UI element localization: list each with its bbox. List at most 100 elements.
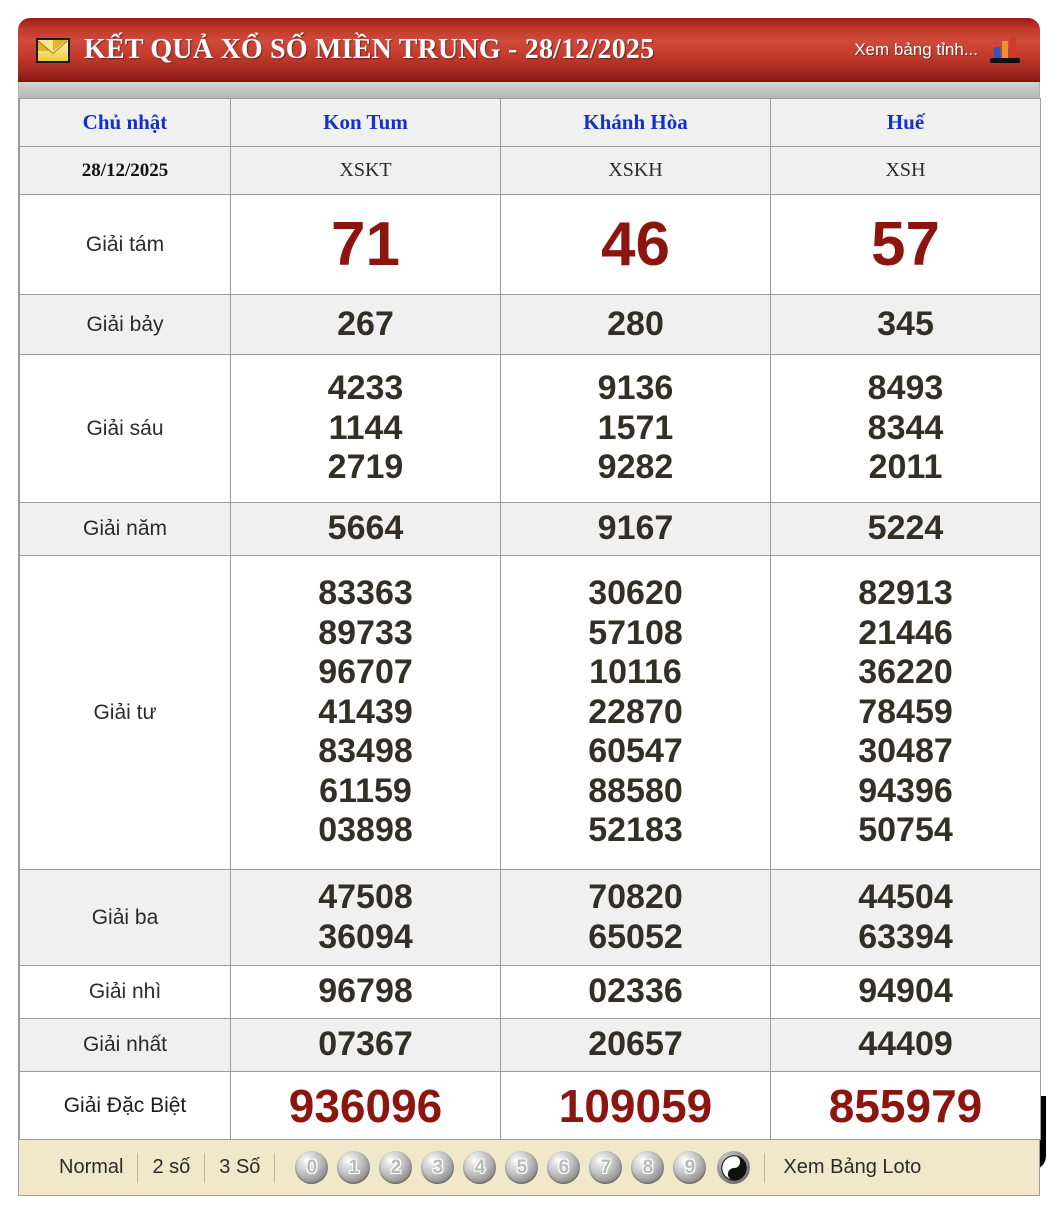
mode-normal-button[interactable]: Normal	[59, 1156, 124, 1178]
province-header-row: Chủ nhật Kon Tum Khánh Hòa Huế	[19, 98, 1041, 147]
digit-ball-4[interactable]: 4	[463, 1151, 497, 1184]
prize-values: 46	[501, 213, 770, 276]
prize-number: 07367	[318, 1025, 413, 1064]
prize-number: 1144	[328, 408, 403, 447]
toolbar-separator	[274, 1152, 276, 1183]
toolbar-separator	[204, 1152, 206, 1183]
prize-number: 94396	[858, 771, 953, 810]
prize-values: 4233 1144 2719	[231, 369, 500, 487]
page-title: KẾT QUẢ XỔ SỐ MIỀN TRUNG - 28/12/2025	[84, 34, 655, 65]
prize-values: 855979	[771, 1083, 1040, 1129]
view-loto-table-link[interactable]: Xem Bảng Loto	[783, 1156, 922, 1178]
prize-number: 44409	[858, 1025, 953, 1064]
prize-number: 20657	[588, 1025, 683, 1064]
prize-values: 30620 57108 10116 22870 60547 88580 52183	[501, 574, 770, 850]
province-code-1: XSKH	[500, 146, 771, 195]
prize-number: 8344	[867, 408, 944, 447]
prize-row: Giải bảy 267 280 345	[19, 294, 1041, 355]
prize-number: 41439	[318, 692, 413, 731]
prize-values: 267	[231, 305, 500, 344]
prize-row: Giải tám 71 46 57	[19, 194, 1041, 295]
province-code-0: XSKT	[230, 146, 501, 195]
prize-number: 96798	[318, 972, 413, 1011]
prize-number: 83363	[318, 574, 413, 613]
prize-number: 03898	[318, 811, 413, 850]
header-divider-strip	[18, 82, 1040, 98]
prize-number: 8493	[867, 369, 944, 408]
prize-number: 4233	[327, 369, 404, 408]
digit-ball-3[interactable]: 3	[421, 1151, 455, 1184]
digit-filter-balls: 0 1 2 3 4 5 6 7 8 9	[275, 1151, 764, 1184]
province-name-0[interactable]: Kon Tum	[230, 98, 501, 147]
prize-number: 36220	[858, 653, 953, 692]
prize-number: 71	[331, 209, 400, 279]
prize-number: 9282	[597, 448, 674, 487]
digit-ball-7[interactable]: 7	[589, 1151, 623, 1184]
results-table-body: Chủ nhật Kon Tum Khánh Hòa Huế 28/12/202…	[19, 98, 1041, 1140]
prize-number: 2011	[868, 448, 943, 487]
prize-number: 5664	[327, 509, 404, 548]
prize-values: 280	[501, 305, 770, 344]
mode-2so-button[interactable]: 2 số	[152, 1156, 191, 1178]
bar-chart-icon[interactable]	[988, 35, 1022, 65]
digit-ball-2[interactable]: 2	[379, 1151, 413, 1184]
draw-date: 28/12/2025	[19, 146, 231, 195]
prize-number: 89733	[318, 613, 413, 652]
prize-label: Giải bảy	[19, 294, 231, 355]
prize-values: 345	[771, 305, 1040, 344]
view-province-table-link[interactable]: Xem bảng tỉnh...	[854, 40, 978, 59]
widget-frame: KẾT QUẢ XỔ SỐ MIỀN TRUNG - 28/12/2025 Xe…	[18, 18, 1046, 1196]
prize-number: 10116	[589, 653, 682, 692]
prize-number: 57108	[588, 613, 683, 652]
prize-values: 9136 1571 9282	[501, 369, 770, 487]
prize-number: 30620	[588, 574, 683, 613]
prize-number: 36094	[318, 917, 413, 956]
bottom-toolbar: Normal 2 số 3 Số 0 1 2 3 4 5 6 7 8 9	[18, 1140, 1040, 1196]
prize-row: Giải sáu 4233 1144 2719 9136 1571 9282 8493 8…	[19, 354, 1041, 503]
prize-row-special: Giải Đặc Biệt 936096 109059 855979	[19, 1071, 1041, 1140]
prize-label: Giải Đặc Biệt	[19, 1071, 231, 1140]
digit-ball-1[interactable]: 1	[337, 1151, 371, 1184]
prize-number: 70820	[588, 878, 683, 917]
prize-values: 71	[231, 209, 500, 279]
prize-number: 30487	[858, 732, 953, 771]
day-of-week-label: Chủ nhật	[19, 98, 231, 147]
prize-values: 20657	[501, 1025, 770, 1064]
prize-number: 9136	[597, 369, 674, 408]
prize-values: 9167	[501, 509, 770, 548]
prize-values: 07367	[231, 1025, 500, 1064]
toolbar-separator	[137, 1152, 139, 1183]
digit-ball-6[interactable]: 6	[547, 1151, 581, 1184]
prize-number: 1571	[597, 408, 674, 447]
prize-row: Giải ba 47508 36094 70820 65052 44504 63394	[19, 869, 1041, 966]
prize-label: Giải nhì	[19, 965, 231, 1019]
mode-3so-button[interactable]: 3 Số	[219, 1156, 261, 1178]
prize-row: Giải tư 83363 89733 96707 41439 83498 61159 03…	[19, 555, 1041, 870]
prize-values: 70820 65052	[501, 878, 770, 957]
prize-number: 96707	[318, 653, 413, 692]
prize-number: 280	[607, 304, 664, 343]
province-name-2[interactable]: Huế	[770, 98, 1041, 147]
digit-ball-5[interactable]: 5	[505, 1151, 539, 1184]
prize-values: 5224	[771, 509, 1040, 548]
digit-ball-9[interactable]: 9	[673, 1151, 707, 1184]
prize-number: 50754	[858, 811, 953, 850]
digit-ball-8[interactable]: 8	[631, 1151, 665, 1184]
province-name-1[interactable]: Khánh Hòa	[500, 98, 771, 147]
prize-values: 5664	[231, 509, 500, 548]
prize-number: 63394	[858, 917, 953, 956]
prize-number: 21446	[858, 613, 953, 652]
prize-values: 109059	[501, 1083, 770, 1129]
digit-ball-0[interactable]: 0	[295, 1151, 329, 1184]
prize-values: 44409	[771, 1025, 1040, 1064]
prize-values: 936096	[231, 1083, 500, 1129]
prize-number: 94904	[858, 972, 953, 1011]
province-code-row: 28/12/2025 XSKT XSKH XSH	[19, 146, 1041, 195]
province-code-2: XSH	[770, 146, 1041, 195]
prize-label: Giải sáu	[19, 354, 231, 503]
prize-values: 96798	[231, 972, 500, 1011]
prize-number: 88580	[588, 771, 683, 810]
prize-number: 345	[877, 304, 934, 343]
prize-label: Giải tư	[19, 555, 231, 870]
yin-yang-icon[interactable]	[717, 1151, 751, 1184]
